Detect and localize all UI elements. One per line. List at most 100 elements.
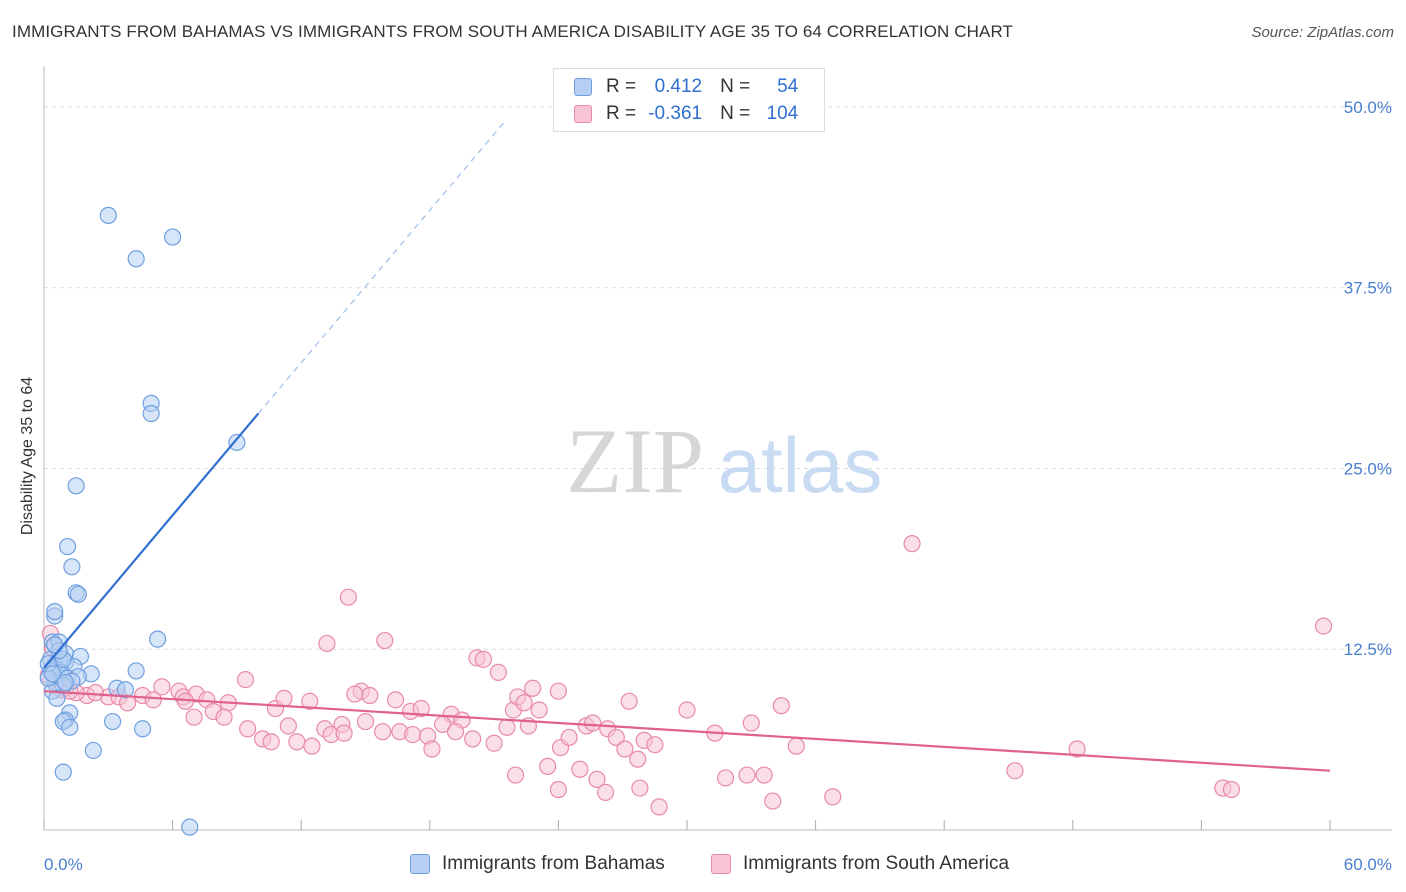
south-america-point [650,798,668,816]
south-america-point [678,701,696,719]
bahamas-point [63,558,81,576]
south-america-point [288,733,306,751]
south-america-point [279,717,297,735]
south-america-point [301,692,319,710]
south-america-point [1314,617,1333,635]
bahamas-point [69,585,87,603]
south-america-point [588,770,606,788]
legend-r-label: R = [606,76,637,97]
series-bahamas-points [39,206,246,836]
south-america-point [356,712,375,731]
legend-row-south-america: R = -0.361 N = 104 [574,101,798,127]
south-america-point [86,684,105,702]
grid [44,106,1392,650]
south-america-point [239,720,257,738]
bottom-legend-label-south-america: Immigrants from South America [743,853,1010,874]
south-america-point [506,766,525,784]
south-america-point [824,788,842,806]
south-america-point [584,714,602,732]
south-america-point [386,691,405,709]
bahamas-point [103,712,122,731]
south-america-point [755,766,773,784]
x-tick-label: 0.0% [44,855,83,874]
legend-r-value: -0.361 [648,103,703,124]
south-america-point [560,728,578,747]
south-america-point [607,728,625,747]
bahamas-point [127,662,145,680]
bahamas-trend-extension [257,120,506,414]
south-america-point [185,708,203,726]
south-america-point [629,750,647,768]
south-america-point [275,689,293,708]
south-america-point [530,701,548,719]
south-america-point [404,725,422,744]
legend-r-label: R = [606,103,637,124]
south-america-point [236,670,255,689]
bahamas-point [84,741,102,760]
south-america-point [153,678,171,696]
trend-lines [43,120,1331,772]
source-label: Source: ZipAtlas.com [1251,24,1394,41]
bottom-legend-swatch-blue [410,854,430,874]
legend-n-label: N = [720,103,751,124]
series-south-america-points [39,535,1333,816]
y-tick-label: 37.5% [1344,279,1392,298]
south-america-point [596,783,615,802]
south-america-point [616,740,634,758]
bahamas-trend-line [43,412,260,669]
legend-swatch-blue [574,78,592,96]
south-america-point [485,734,503,752]
south-america-point [515,694,533,712]
bahamas-point [43,665,62,683]
bahamas-point [56,673,75,692]
watermark-atlas: atlas [718,421,883,509]
bahamas-point [99,206,117,224]
south-america-point [374,723,392,741]
axes [43,66,1392,831]
bahamas-point [48,689,66,708]
south-america-point [1006,762,1024,780]
chart-title: IMMIGRANTS FROM BAHAMAS VS IMMIGRANTS FR… [12,22,1014,41]
tick-labels: 12.5% 25.0% 37.5% 50.0% 0.0% 60.0% [44,98,1392,874]
south-america-point [764,792,782,810]
bahamas-point [58,537,77,556]
south-america-point [474,650,492,668]
legend-n-label: N = [720,76,751,97]
bahamas-point [46,603,64,621]
y-tick-label: 12.5% [1344,640,1392,659]
south-america-point [144,691,162,709]
south-america-point [620,692,638,710]
x-tick-label: 60.0% [1344,855,1392,874]
bottom-legend-label-bahamas: Immigrants from Bahamas [442,853,665,874]
south-america-point [549,682,568,700]
south-america-point [339,588,357,606]
south-america-point [498,718,516,736]
south-america-point [318,634,336,653]
bottom-legend-bahamas: Immigrants from Bahamas [410,852,665,876]
south-america-point [539,757,557,775]
south-america-point [549,780,568,799]
south-america-trend-line [43,690,1331,772]
bahamas-point [133,720,152,738]
south-america-point [335,724,353,742]
bahamas-point [164,228,182,246]
south-america-point [772,697,790,715]
south-america-point [787,737,805,755]
watermark-zip: ZIP [566,410,704,512]
bahamas-point [127,250,145,268]
south-america-point [903,535,921,553]
legend-n-value: 54 [777,76,799,97]
legend-n-value: 104 [766,103,799,124]
bahamas-point [228,433,246,452]
legend-r-value: 0.412 [654,76,703,97]
watermark: ZIP atlas [566,410,882,512]
bahamas-point [67,477,85,495]
bottom-legend-swatch-pink [711,854,731,874]
south-america-point [446,723,465,741]
y-tick-label: 50.0% [1344,98,1392,117]
south-america-point [646,736,664,754]
south-america-point [361,686,379,705]
south-america-point [1222,780,1241,799]
south-america-point [742,714,760,732]
